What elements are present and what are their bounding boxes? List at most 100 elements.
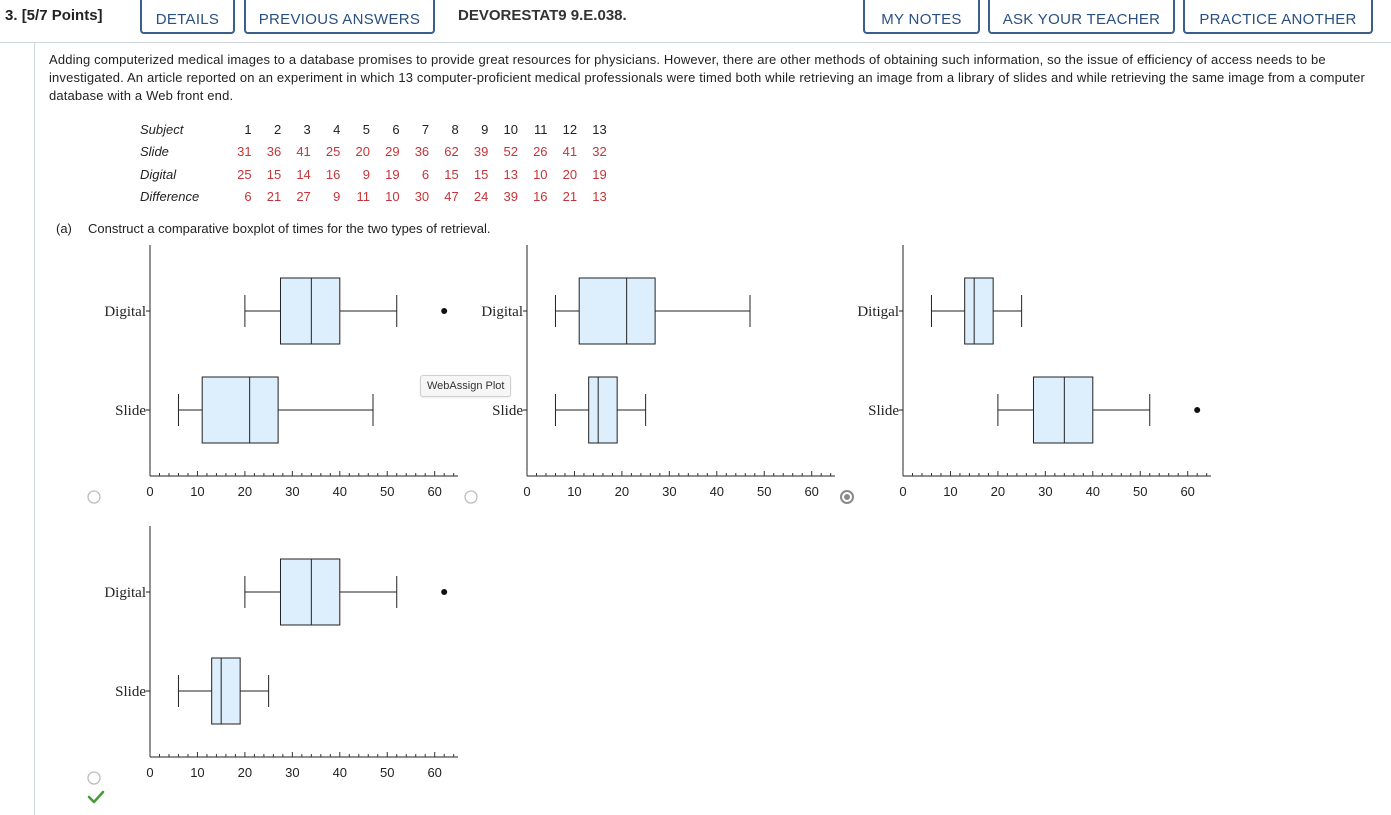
category-label: Slide [115, 684, 146, 700]
data-cell: 4 [333, 121, 341, 137]
data-cell: 15 [473, 166, 489, 182]
x-tick-label: 40 [333, 765, 347, 780]
category-label: Ditigal [857, 304, 899, 320]
data-cell: 29 [385, 144, 400, 160]
x-tick-label: 20 [238, 765, 252, 780]
data-cell: 9 [333, 189, 341, 205]
x-tick-label: 60 [427, 765, 441, 780]
data-cell: 14 [296, 166, 311, 182]
row-label: Slide [140, 144, 169, 160]
data-cell: 41 [296, 144, 311, 160]
content-left-border [34, 42, 35, 815]
data-table: Subject 1 2 3 4 5 6 7 8 9 10 11 12 13 Slide 31 36 41 25 20 2… [140, 118, 607, 208]
boxplot-1: 0 10 20 30 40 50 60 Digital Slide [87, 245, 458, 504]
data-cell: 41 [562, 144, 578, 160]
answer-radio-2[interactable] [464, 490, 478, 504]
data-cell: 9 [481, 121, 489, 137]
data-cell: 27 [296, 189, 311, 205]
category-label: Slide [868, 403, 899, 419]
category-label: Slide [492, 403, 523, 419]
answer-radio-4[interactable] [87, 771, 101, 785]
x-tick-label: 30 [285, 484, 299, 499]
x-tick-label: 40 [333, 484, 347, 499]
data-cell: 15 [266, 166, 282, 182]
problem-intro: Adding computerized medical images to a … [49, 52, 1366, 103]
data-cell: 15 [444, 166, 459, 182]
iqr-box [964, 277, 994, 345]
x-tick-label: 0 [146, 484, 153, 499]
category-label: Digital [104, 585, 146, 601]
data-cell: 16 [533, 189, 548, 205]
details-button[interactable]: DETAILS [140, 0, 235, 34]
data-cell: 25 [325, 144, 341, 160]
data-cell: 24 [473, 189, 489, 205]
check-icon [87, 790, 105, 804]
data-cell: 10 [503, 121, 518, 137]
data-cell: 8 [451, 121, 459, 137]
data-cell: 30 [414, 189, 430, 205]
x-tick-label: 10 [567, 484, 581, 499]
outlier-point [441, 589, 448, 595]
x-tick-label: 30 [1038, 484, 1052, 499]
problem-code: DEVORESTAT9 9.E.038. [458, 7, 627, 24]
previous-answers-button[interactable]: PREVIOUS ANSWERS [244, 0, 435, 34]
data-cell: 20 [355, 144, 370, 160]
x-tick-label: 30 [662, 484, 676, 499]
data-cell: 11 [534, 121, 548, 137]
iqr-box [279, 558, 341, 626]
x-tick-label: 60 [427, 484, 441, 499]
part-a-text: Construct a comparative boxplot of times… [88, 221, 491, 236]
x-tick-label: 50 [1133, 484, 1147, 499]
data-cell: 6 [421, 166, 430, 182]
data-cell: 31 [237, 144, 252, 160]
x-tick-label: 0 [523, 484, 530, 499]
data-cell: 26 [533, 144, 548, 160]
data-cell: 47 [444, 189, 459, 205]
x-tick-label: 60 [1180, 484, 1194, 499]
radio-circle[interactable] [87, 771, 101, 785]
ask-your-teacher-button[interactable]: ASK YOUR TEACHER [988, 0, 1175, 34]
webassign-plot-tooltip: WebAssign Plot [420, 375, 512, 397]
question-number: 3. [5/7 Points] [5, 7, 103, 24]
x-tick-label: 0 [146, 765, 153, 780]
category-label: Digital [104, 304, 146, 320]
data-cell: 1 [244, 121, 252, 137]
x-tick-label: 0 [899, 484, 906, 499]
data-cell: 10 [385, 189, 400, 205]
x-tick-label: 50 [380, 484, 394, 499]
data-cell: 19 [385, 166, 400, 182]
answer-radio-3[interactable] [840, 490, 854, 504]
data-cell: 13 [503, 166, 518, 182]
row-label: Subject [140, 121, 184, 137]
category-label: Digital [481, 304, 523, 320]
x-tick-label: 10 [190, 484, 204, 499]
iqr-box [588, 376, 618, 444]
my-notes-button[interactable]: MY NOTES [863, 0, 980, 34]
iqr-box [201, 376, 279, 444]
x-tick-label: 60 [804, 484, 818, 499]
radio-circle[interactable] [87, 490, 101, 504]
boxplot-2: 0 10 20 30 40 50 60 Digital Slide [464, 245, 835, 504]
data-cell: 21 [562, 189, 578, 205]
boxplot-3: 0 10 20 30 40 50 60 Ditigal Slide [840, 245, 1211, 504]
x-tick-label: 50 [757, 484, 771, 499]
practice-another-button[interactable]: PRACTICE ANOTHER [1183, 0, 1373, 34]
data-cell: 6 [392, 121, 400, 137]
data-cell: 62 [444, 144, 459, 160]
question-number-text: 3. [5, 7, 18, 24]
data-cell: 19 [592, 166, 607, 182]
data-cell: 20 [562, 166, 578, 182]
question-points: [5/7 Points] [21, 7, 103, 24]
x-tick-label: 10 [190, 765, 204, 780]
data-cell: 52 [503, 144, 518, 160]
radio-circle[interactable] [464, 490, 478, 504]
outlier-point [1194, 407, 1201, 413]
radio-dot [844, 494, 850, 500]
answer-radio-1[interactable] [87, 490, 101, 504]
data-cell: 39 [473, 144, 489, 160]
data-cell: 36 [266, 144, 282, 160]
data-row-difference: Difference 6 21 27 9 11 10 30 47 24 39 16 21 13 [140, 186, 607, 209]
x-tick-label: 10 [943, 484, 957, 499]
data-row-digital: Digital 25 15 14 16 9 19 6 15 15 13 10 20 19 [140, 163, 607, 186]
